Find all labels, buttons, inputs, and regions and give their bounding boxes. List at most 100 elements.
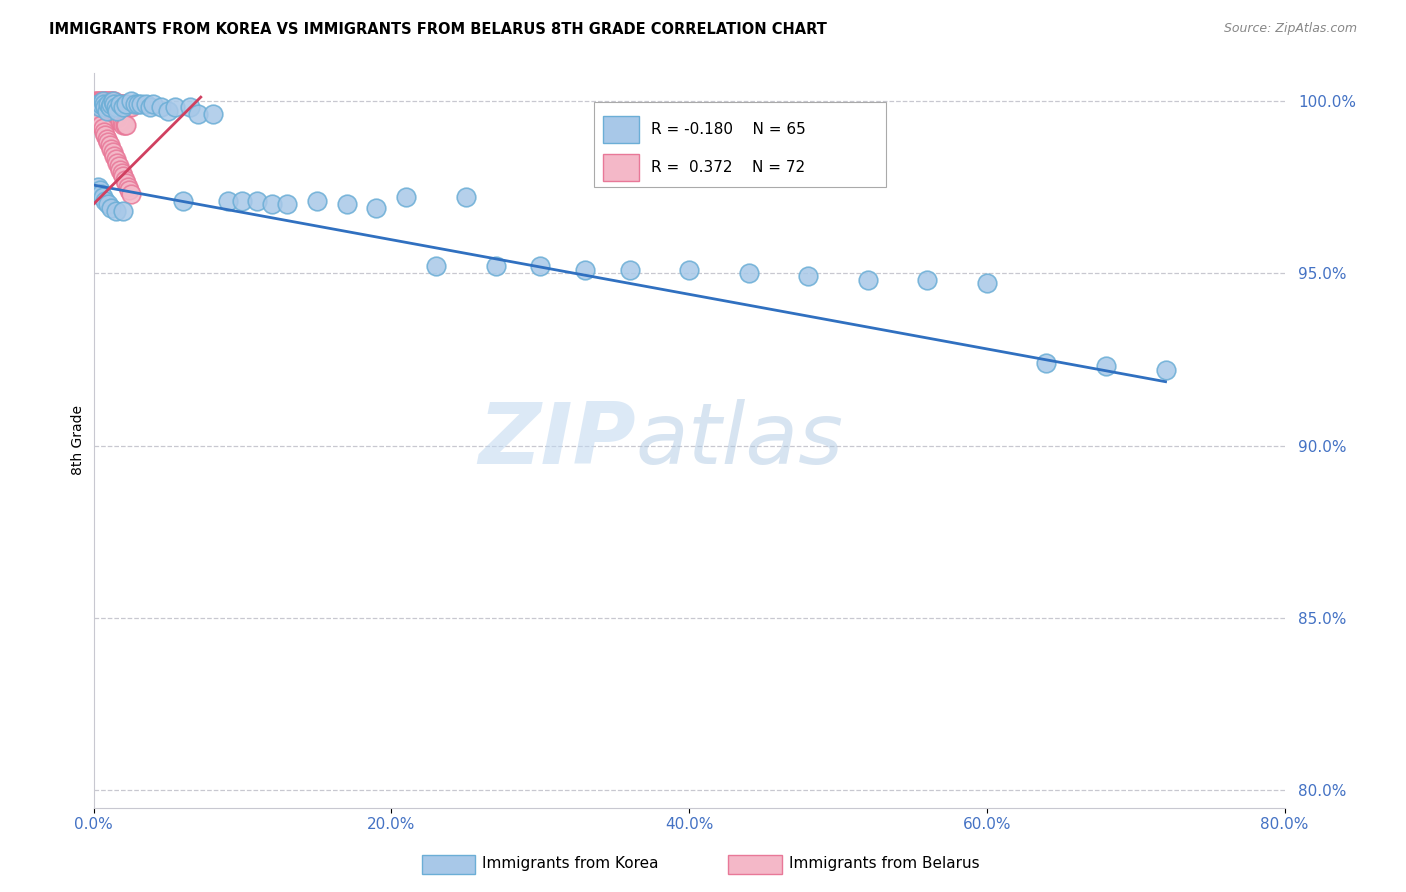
Point <box>305 194 328 208</box>
Point <box>105 97 128 112</box>
Point <box>619 262 641 277</box>
Point <box>120 100 142 114</box>
Point <box>104 203 127 218</box>
Point <box>115 97 138 112</box>
Point <box>124 97 146 112</box>
Point <box>217 194 239 208</box>
Point <box>120 94 142 108</box>
Text: IMMIGRANTS FROM KOREA VS IMMIGRANTS FROM BELARUS 8TH GRADE CORRELATION CHART: IMMIGRANTS FROM KOREA VS IMMIGRANTS FROM… <box>49 22 827 37</box>
Point <box>100 107 122 121</box>
Point <box>90 94 112 108</box>
Point <box>165 100 187 114</box>
Point <box>87 94 110 108</box>
Text: Immigrants from Belarus: Immigrants from Belarus <box>789 856 980 871</box>
Point <box>737 266 759 280</box>
Point <box>797 269 820 284</box>
Point <box>917 273 939 287</box>
Point <box>97 103 120 118</box>
Point <box>104 97 127 112</box>
Point <box>86 94 108 108</box>
Point <box>1095 359 1118 374</box>
Point <box>112 100 135 114</box>
Point <box>201 107 224 121</box>
Point <box>89 114 111 128</box>
Point <box>115 118 138 132</box>
Text: Source: ZipAtlas.com: Source: ZipAtlas.com <box>1223 22 1357 36</box>
Point <box>111 114 134 128</box>
Point <box>231 194 253 208</box>
Point <box>94 103 117 118</box>
Point <box>112 97 135 112</box>
Point <box>90 97 112 112</box>
Point <box>127 97 149 112</box>
Point <box>93 97 115 112</box>
Point <box>118 183 141 197</box>
Point <box>115 100 138 114</box>
Point <box>111 166 134 180</box>
Point <box>94 94 117 108</box>
Point <box>98 107 121 121</box>
Point <box>139 100 162 114</box>
Point <box>149 100 172 114</box>
Point <box>108 97 131 112</box>
Point <box>91 94 114 108</box>
Point <box>110 97 132 112</box>
Point <box>156 103 179 118</box>
Point <box>98 94 121 108</box>
Point <box>93 103 115 118</box>
Point <box>100 201 122 215</box>
Point <box>110 97 132 112</box>
Point <box>93 125 115 139</box>
Point <box>1035 356 1057 370</box>
Point <box>100 142 122 156</box>
Point <box>111 97 134 112</box>
Point <box>86 107 108 121</box>
Point <box>114 118 136 132</box>
Point <box>100 97 122 112</box>
Point <box>98 100 121 114</box>
Point <box>94 128 117 142</box>
Point <box>678 262 700 277</box>
Point <box>112 118 135 132</box>
Point <box>105 103 128 118</box>
Point <box>395 190 418 204</box>
Text: R = -0.180    N = 65: R = -0.180 N = 65 <box>651 122 806 137</box>
Point <box>120 186 142 201</box>
Text: Immigrants from Korea: Immigrants from Korea <box>482 856 659 871</box>
Point <box>104 111 127 125</box>
Point <box>84 94 107 108</box>
Point <box>108 159 131 173</box>
Point <box>101 107 124 121</box>
Point <box>98 138 121 153</box>
Point <box>529 259 551 273</box>
Point <box>104 152 127 166</box>
Point <box>101 94 124 108</box>
Point <box>114 173 136 187</box>
Point <box>93 94 115 108</box>
Point <box>91 100 114 114</box>
Point <box>87 111 110 125</box>
Point <box>856 273 879 287</box>
Point <box>87 97 110 112</box>
Text: R =  0.372    N = 72: R = 0.372 N = 72 <box>651 160 806 175</box>
Text: atlas: atlas <box>636 399 844 482</box>
Point <box>84 97 107 112</box>
Y-axis label: 8th Grade: 8th Grade <box>72 405 86 475</box>
Point <box>142 97 165 112</box>
Point <box>129 97 152 112</box>
Point <box>96 131 118 145</box>
FancyBboxPatch shape <box>603 153 640 181</box>
Point <box>117 100 139 114</box>
Point <box>90 118 112 132</box>
Point <box>262 197 284 211</box>
Point <box>135 97 157 112</box>
Point <box>425 259 447 273</box>
Point <box>118 100 141 114</box>
Point <box>112 203 135 218</box>
Point <box>84 103 107 118</box>
Point <box>574 262 596 277</box>
Point <box>89 183 111 197</box>
Point <box>336 197 359 211</box>
Point <box>110 162 132 177</box>
Point <box>89 100 111 114</box>
